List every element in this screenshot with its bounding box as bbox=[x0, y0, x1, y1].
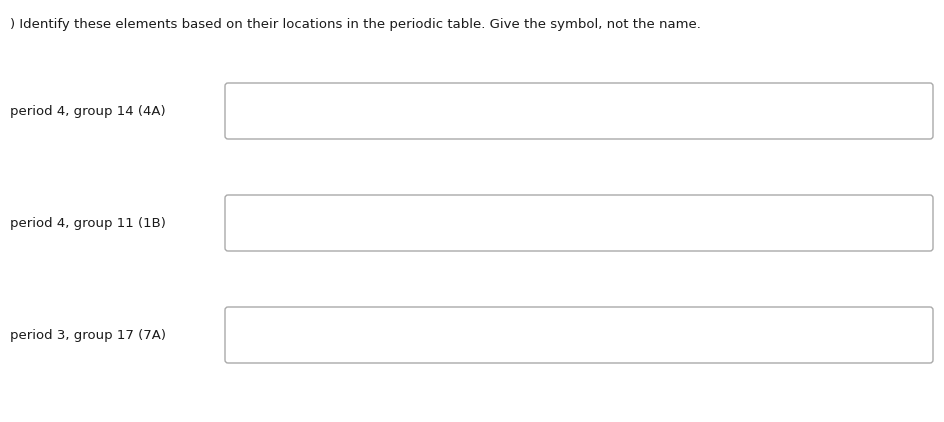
Text: period 3, group 17 (7A): period 3, group 17 (7A) bbox=[10, 328, 166, 341]
FancyBboxPatch shape bbox=[225, 195, 933, 251]
FancyBboxPatch shape bbox=[225, 307, 933, 363]
FancyBboxPatch shape bbox=[225, 83, 933, 139]
Text: ) Identify these elements based on their locations in the periodic table. Give t: ) Identify these elements based on their… bbox=[10, 18, 700, 31]
Text: period 4, group 11 (1B): period 4, group 11 (1B) bbox=[10, 216, 166, 230]
Text: period 4, group 14 (4A): period 4, group 14 (4A) bbox=[10, 105, 165, 117]
